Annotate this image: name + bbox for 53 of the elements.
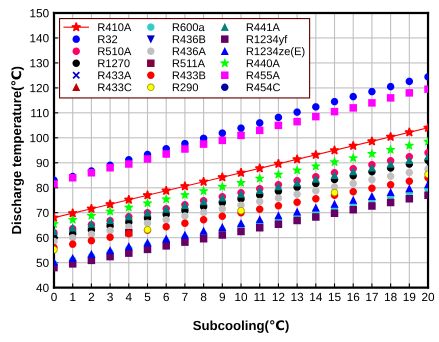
legend-label: R433A [98, 71, 132, 80]
legend-label: R454C [246, 83, 280, 92]
legend-label: R441A [246, 23, 280, 32]
legend-label: R600a [172, 23, 205, 32]
x-tick-label: 11 [254, 292, 266, 302]
legend-label: R1234ze(E) [246, 47, 304, 58]
legend-label: R440A [246, 59, 280, 68]
legend-label: R1270 [98, 59, 130, 68]
x-tick-label: 19 [404, 292, 416, 302]
y-tick-label: 80 [36, 184, 49, 192]
y-tick-label: 70 [36, 208, 49, 218]
x-tick-label: 20 [422, 292, 434, 302]
legend-label: R410A [98, 23, 132, 32]
x-tick-label: 9 [220, 292, 226, 302]
y-tick-label: 150 [30, 9, 49, 18]
x-tick-label: 2 [88, 292, 94, 302]
legend-label: R433B [172, 71, 206, 80]
y-tick-label: 120 [30, 84, 49, 92]
y-tick-label: 40 [36, 284, 49, 292]
x-tick-label: 4 [126, 292, 132, 302]
legend-label: R510A [98, 47, 132, 56]
legend-label: R290 [172, 83, 198, 92]
x-axis-title: Subcooling(℃) [193, 320, 289, 333]
x-tick-label: 5 [144, 292, 150, 302]
legend-label: R433C [98, 83, 132, 92]
x-tick-label: 1 [70, 292, 76, 302]
y-tick-label: 90 [36, 158, 49, 168]
x-tick-label: 14 [310, 292, 322, 302]
x-tick-label: 7 [182, 292, 188, 302]
x-tick-label: 16 [348, 292, 360, 302]
legend-label: R436B [172, 35, 206, 44]
y-tick-label: 50 [36, 258, 49, 268]
x-tick-label: 6 [164, 292, 169, 302]
y-tick-label: 100 [30, 134, 49, 142]
x-tick-label: 17 [366, 292, 378, 302]
x-tick-label: 18 [384, 292, 397, 302]
y-tick-label: 110 [31, 108, 49, 118]
legend-label: R511A [172, 59, 206, 68]
y-axis-title: Discharge temperature(℃) [11, 66, 24, 234]
x-tick-label: 8 [200, 292, 206, 302]
x-tick-label: 10 [235, 292, 248, 302]
x-tick-label: 3 [107, 292, 113, 302]
legend-label: R32 [98, 35, 118, 44]
x-tick-label: 15 [328, 292, 341, 302]
x-tick-label: 12 [272, 292, 284, 302]
legend-label: R455A [246, 72, 280, 80]
y-tick-label: 130 [30, 58, 49, 68]
legend-label: R436A [172, 47, 206, 56]
x-tick-label: 13 [291, 292, 304, 302]
y-tick-label: 60 [36, 234, 49, 242]
y-tick-label: 140 [30, 34, 49, 42]
legend-label: R1234yf [246, 35, 288, 46]
x-tick-label: 0 [51, 292, 57, 302]
